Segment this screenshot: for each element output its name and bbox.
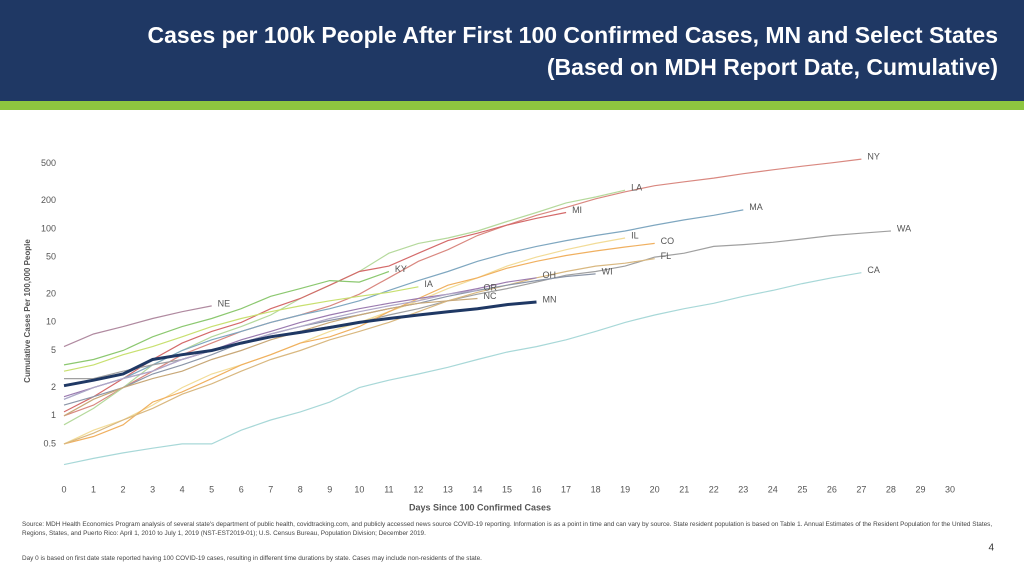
y-axis-label: Cumulative Cases Per 100,000 People	[23, 239, 32, 383]
y-tick-label: 10	[46, 317, 56, 327]
series-label: WI	[602, 266, 613, 276]
footnote: Day 0 is based on first date state repor…	[22, 555, 482, 562]
series-line	[63, 209, 744, 400]
series-label: FL	[661, 251, 672, 261]
x-tick-label: 5	[209, 484, 214, 494]
x-tick-label: 12	[413, 484, 423, 494]
x-tick-label: 16	[532, 484, 542, 494]
series-line	[63, 305, 212, 348]
x-tick-label: 18	[591, 484, 601, 494]
series-label: NE	[218, 298, 231, 308]
series-line	[63, 289, 478, 400]
series-line	[63, 300, 537, 388]
series-line	[63, 158, 862, 417]
x-tick-label: 2	[121, 484, 126, 494]
y-tick-label: 50	[46, 251, 56, 261]
series-label: OH	[543, 270, 557, 280]
x-tick-label: 29	[915, 484, 925, 494]
x-tick-label: 4	[180, 484, 185, 494]
x-tick-label: 26	[827, 484, 837, 494]
series-label: CA	[867, 265, 880, 275]
y-tick-label: 0.5	[43, 438, 56, 448]
series-line	[63, 270, 390, 366]
x-tick-label: 9	[327, 484, 332, 494]
series-label: IL	[631, 230, 639, 240]
y-tick-label: 20	[46, 289, 56, 299]
x-tick-label: 17	[561, 484, 571, 494]
y-tick-label: 1	[51, 410, 56, 420]
y-tick-label: 500	[41, 158, 56, 168]
x-tick-label: 3	[150, 484, 155, 494]
series-line	[63, 272, 862, 466]
y-tick-label: 100	[41, 223, 56, 233]
x-tick-label: 24	[768, 484, 778, 494]
y-tick-label: 2	[51, 382, 56, 392]
series-line	[63, 242, 655, 445]
x-tick-label: 10	[354, 484, 364, 494]
series-label: IA	[424, 279, 433, 289]
x-tick-label: 13	[443, 484, 453, 494]
x-tick-label: 19	[620, 484, 630, 494]
chart-subtitle: (Based on MDH Report Date, Cumulative)	[547, 54, 998, 80]
series-line	[63, 297, 478, 417]
x-tick-label: 6	[239, 484, 244, 494]
series-label: MI	[572, 205, 582, 215]
x-tick-label: 30	[945, 484, 955, 494]
y-tick-label: 5	[51, 345, 56, 355]
series-line	[63, 258, 655, 445]
x-tick-label: 25	[797, 484, 807, 494]
x-tick-label: 27	[856, 484, 866, 494]
x-tick-label: 0	[61, 484, 66, 494]
x-axis-label: Days Since 100 Confirmed Cases	[409, 502, 551, 512]
series-label: CO	[661, 236, 675, 246]
x-tick-label: 15	[502, 484, 512, 494]
series-label: NY	[867, 151, 880, 161]
series-label: MN	[543, 294, 557, 304]
y-tick-label: 200	[41, 195, 56, 205]
x-tick-label: 7	[268, 484, 273, 494]
x-tick-label: 23	[738, 484, 748, 494]
series-line	[63, 189, 626, 426]
x-tick-label: 21	[679, 484, 689, 494]
series-label: NC	[483, 291, 496, 301]
x-tick-label: 8	[298, 484, 303, 494]
series-line	[63, 273, 596, 406]
x-tick-label: 28	[886, 484, 896, 494]
series-label: WA	[897, 223, 911, 233]
series-line	[63, 237, 626, 445]
source-note: Source: MDH Health Economics Program ana…	[22, 521, 993, 537]
series-label: KY	[395, 264, 407, 274]
page-number: 4	[988, 543, 994, 554]
header-band	[0, 0, 1024, 101]
x-tick-label: 11	[384, 484, 393, 494]
series-line	[63, 286, 419, 372]
series-label: LA	[631, 183, 642, 193]
x-tick-label: 14	[472, 484, 482, 494]
series-label: OR	[483, 283, 497, 293]
series-label: MA	[749, 202, 763, 212]
chart-title: Cases per 100k People After First 100 Co…	[148, 22, 998, 48]
x-tick-label: 22	[709, 484, 719, 494]
accent-strip	[0, 101, 1024, 110]
series-line	[64, 230, 891, 380]
x-tick-label: 1	[91, 484, 96, 494]
x-tick-label: 20	[650, 484, 660, 494]
